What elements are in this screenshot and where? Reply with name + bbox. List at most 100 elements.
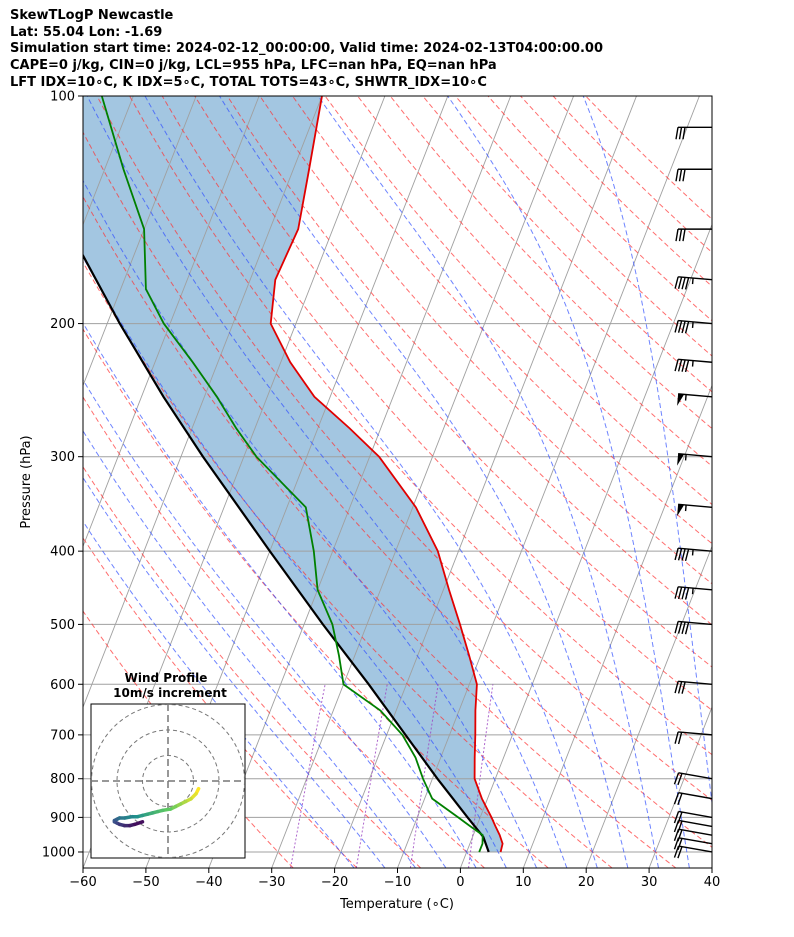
barb-full-flag: [682, 127, 686, 140]
barb-staff: [678, 358, 713, 363]
x-tick-label: −30: [258, 875, 285, 890]
barb-staff: [678, 680, 713, 685]
isotherm-line: [711, 866, 712, 868]
barb-full-flag: [677, 838, 683, 851]
moist-adiabat-line: [219, 96, 629, 868]
dry-adiabat-line: [226, 96, 712, 626]
barb-full-flag: [681, 587, 686, 600]
isotherm-line: [648, 705, 712, 868]
wind-barb: [675, 228, 712, 242]
x-tick-label: 20: [578, 875, 595, 890]
dry-adiabat-line: [161, 96, 712, 711]
barb-full-flag: [677, 548, 683, 561]
dry-adiabat-line: [96, 96, 712, 801]
x-axis-label: Temperature (∘C): [339, 897, 454, 912]
x-tick-label: −40: [195, 875, 222, 890]
x-tick-label: −50: [132, 875, 159, 890]
barb-full-flag: [675, 169, 679, 182]
inset-subtitle: 10m/s increment: [113, 686, 227, 700]
barb-full-flag: [684, 277, 690, 290]
dewpoint-line: [100, 96, 484, 853]
barb-full-flag: [681, 681, 686, 694]
isotherm-line: [585, 545, 712, 868]
dry-adiabat-line: [487, 96, 712, 322]
barb-full-flag: [673, 772, 680, 785]
barb-staff: [678, 276, 713, 281]
isotherm-line: [83, 96, 323, 709]
barb-staff: [678, 828, 713, 836]
barb-staff: [678, 819, 713, 828]
mixing-ratio-line: [355, 684, 388, 868]
y-tick-label: 900: [50, 811, 75, 826]
isotherm-line: [459, 223, 712, 868]
isotherm-line: [83, 96, 260, 548]
barb-full-flag: [684, 360, 690, 373]
barb-full-flag: [678, 127, 683, 140]
moist-adiabat-line: [83, 256, 507, 868]
y-tick-label: 600: [50, 678, 75, 693]
barb-pennant: [677, 393, 685, 406]
wind-barb: [674, 620, 713, 635]
dry-adiabat-line: [585, 96, 712, 220]
moist-adiabat-line: [144, 96, 598, 868]
wind-barb: [677, 503, 713, 517]
barb-staff: [678, 547, 713, 552]
barb-full-flag: [677, 320, 683, 333]
barb-full-flag: [677, 829, 683, 842]
dry-adiabat-line: [520, 96, 712, 287]
barb-full-flag: [677, 621, 683, 634]
background-lines-layer: [0, 96, 712, 868]
wind-barbs-layer: [673, 126, 713, 859]
barb-pennant: [677, 453, 685, 466]
mixing-ratio-line: [468, 684, 494, 868]
dry-adiabat-line: [83, 261, 613, 868]
y-tick-label: 1000: [42, 845, 75, 860]
barb-full-flag: [677, 276, 683, 290]
y-tick-label: 500: [50, 618, 75, 633]
x-tick-label: 30: [641, 875, 658, 890]
moist-adiabat-line: [83, 378, 447, 868]
isotherm-line: [0, 96, 8, 868]
dry-adiabat-line: [83, 195, 677, 868]
chart-title-line-3: Simulation start time: 2024-02-12_00:00:…: [10, 41, 603, 56]
dry-adiabat-line: [83, 131, 712, 848]
barb-full-flag: [677, 773, 683, 786]
barb-half-flag: [684, 504, 687, 512]
wind-barb: [674, 586, 713, 600]
wind-barb: [677, 453, 713, 466]
x-tick-label: 0: [456, 875, 464, 890]
barb-full-flag: [674, 621, 679, 634]
barb-full-flag: [674, 586, 679, 599]
dry-adiabat-line: [83, 328, 549, 868]
wind-barb: [674, 731, 713, 745]
hodograph-layer: [91, 704, 245, 858]
cape-cin-fill-layer: [83, 96, 503, 852]
barb-full-flag: [684, 321, 690, 334]
dry-adiabat-line: [455, 96, 712, 357]
temperature-line: [269, 96, 504, 853]
barb-full-flag: [677, 846, 683, 859]
moist-adiabat-line: [83, 520, 355, 868]
barb-pennant: [677, 504, 685, 517]
barb-full-flag: [677, 793, 683, 806]
wind-barb: [673, 828, 713, 842]
x-tick-label: 10: [515, 875, 532, 890]
wind-barb: [675, 168, 712, 182]
dry-adiabat-line: [83, 396, 485, 868]
chart-title-line-2: Lat: 55.04 Lon: -1.69: [10, 25, 163, 40]
y-tick-label: 300: [50, 450, 75, 465]
barb-full-flag: [677, 586, 683, 600]
barb-half-flag: [691, 360, 694, 367]
wind-barb: [674, 680, 713, 694]
isotherm-line: [334, 96, 637, 868]
barb-full-flag: [674, 320, 679, 333]
y-axis-label: Pressure (hPa): [19, 435, 34, 528]
y-tick-label: 400: [50, 545, 75, 560]
barb-full-flag: [677, 732, 683, 745]
barb-full-flag: [681, 621, 686, 635]
x-tick-label: −60: [69, 875, 96, 890]
cape-cin-area: [83, 96, 503, 852]
moist-adiabat-line: [83, 429, 416, 868]
chart-title-line-5: LFT IDX=10∘C, K IDX=5∘C, TOTAL TOTS=43∘C…: [10, 75, 487, 90]
